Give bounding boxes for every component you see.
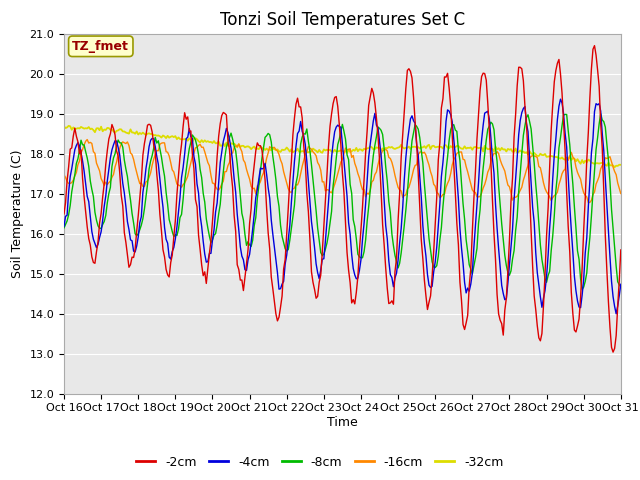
Legend: -2cm, -4cm, -8cm, -16cm, -32cm: -2cm, -4cm, -8cm, -16cm, -32cm (131, 451, 509, 474)
Y-axis label: Soil Temperature (C): Soil Temperature (C) (11, 149, 24, 278)
Text: TZ_fmet: TZ_fmet (72, 40, 129, 53)
X-axis label: Time: Time (327, 416, 358, 429)
Title: Tonzi Soil Temperatures Set C: Tonzi Soil Temperatures Set C (220, 11, 465, 29)
